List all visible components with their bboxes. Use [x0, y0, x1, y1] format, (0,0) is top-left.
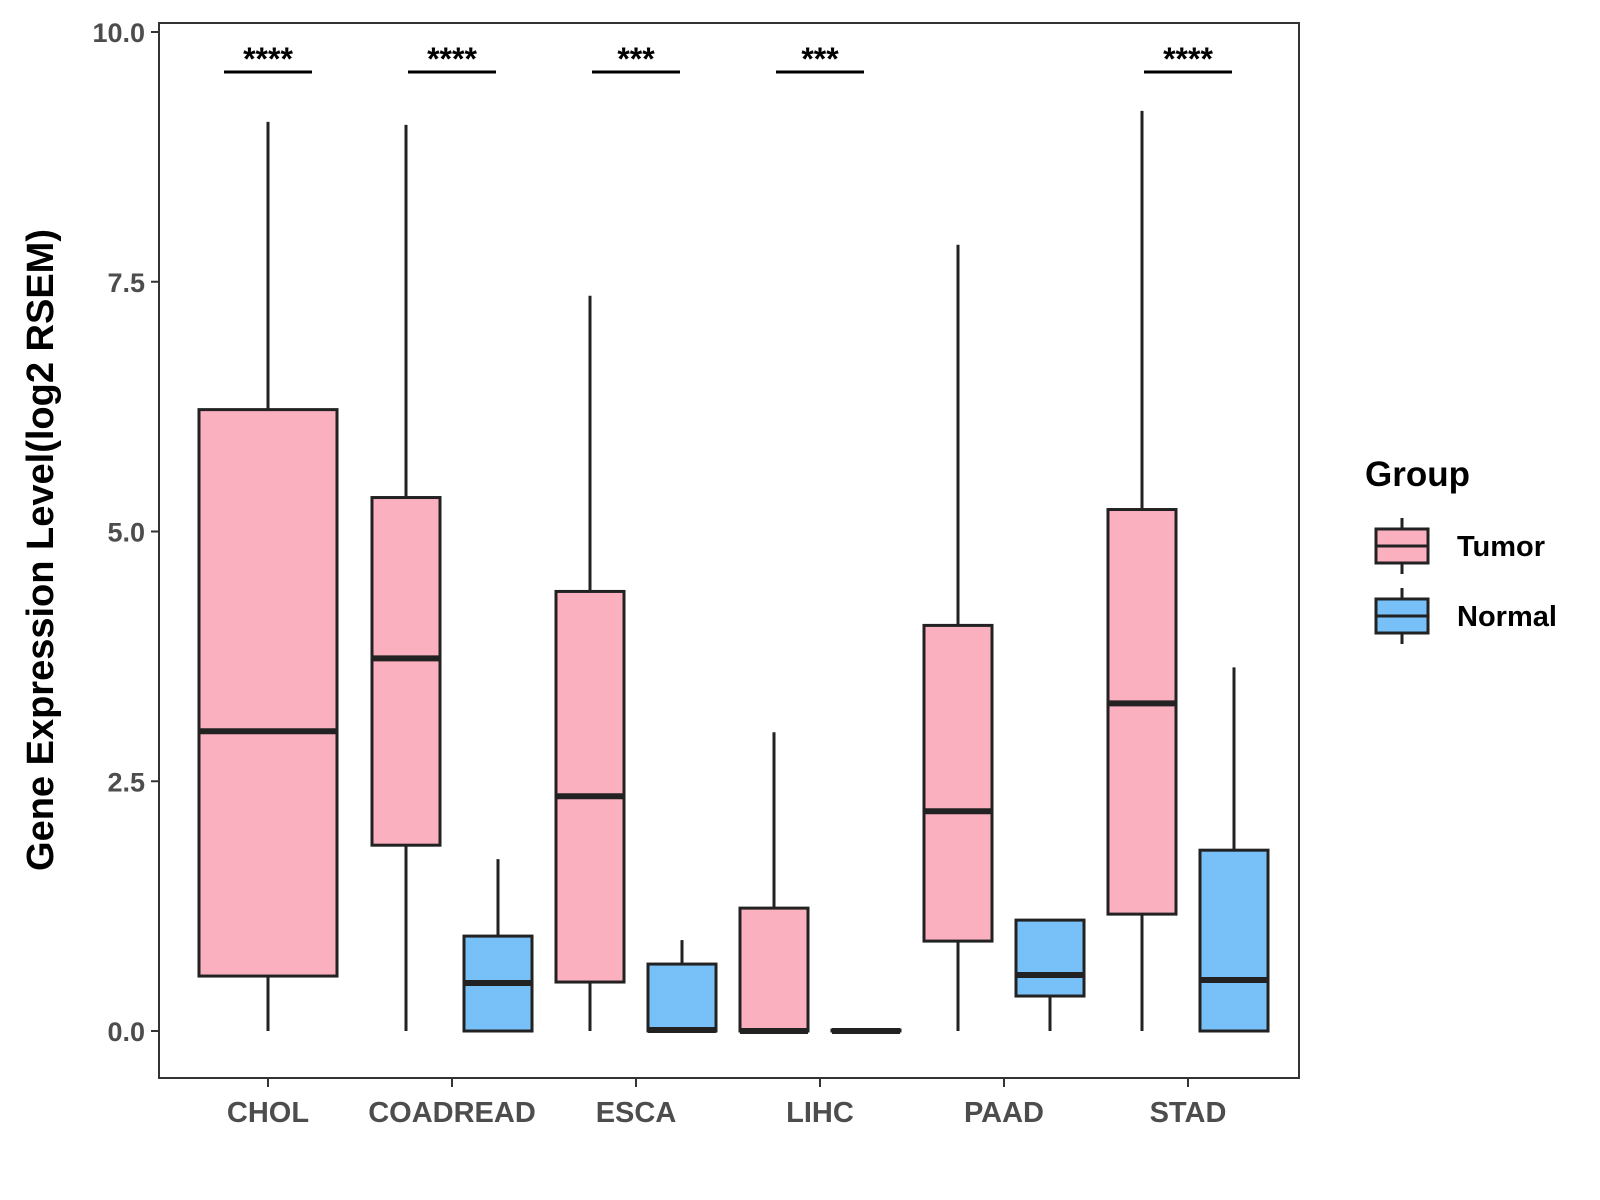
- y-axis: 0.0 2.5 5.0 7.5 10.0: [92, 18, 159, 1047]
- box-tumor-stad: [1106, 110, 1178, 1031]
- box-iqr: [646, 962, 718, 1033]
- box-tumor-esca: [554, 295, 626, 1031]
- box-iqr: [370, 496, 442, 847]
- x-tick-label: PAAD: [964, 1097, 1044, 1129]
- box-tumor-chol: [197, 121, 339, 1031]
- significance-layer: **** **** *** *** ****: [224, 41, 1232, 77]
- x-tick-label: LIHC: [786, 1097, 854, 1129]
- significance-label: ***: [617, 41, 655, 77]
- legend-label: Tumor: [1457, 531, 1545, 563]
- box-normal-esca: [646, 940, 718, 1034]
- y-tick-label: 7.5: [107, 268, 145, 298]
- box-iqr: [1106, 508, 1178, 916]
- box-iqr: [554, 589, 626, 984]
- x-axis: CHOL COADREAD ESCA LIHC PAAD STAD: [227, 1078, 1226, 1129]
- boxes-layer: [197, 110, 1270, 1034]
- legend: Group Tumor Normal: [1365, 455, 1557, 644]
- box-normal-stad: [1198, 667, 1270, 1033]
- x-tick-label: STAD: [1150, 1097, 1227, 1129]
- y-tick-label: 2.5: [107, 767, 145, 797]
- significance-label: ****: [243, 41, 293, 77]
- y-tick-label: 10.0: [92, 18, 145, 48]
- box-normal-coadread: [462, 859, 534, 1033]
- x-tick-label: COADREAD: [368, 1097, 536, 1129]
- box-iqr: [1014, 918, 1086, 998]
- significance-label: ****: [1163, 41, 1213, 77]
- box-iqr: [1198, 848, 1270, 1033]
- x-tick-label: ESCA: [596, 1097, 677, 1129]
- legend-label: Normal: [1457, 601, 1557, 633]
- legend-title: Group: [1365, 455, 1470, 494]
- x-tick-label: CHOL: [227, 1097, 309, 1129]
- significance-label: ****: [427, 41, 477, 77]
- y-tick-label: 0.0: [107, 1017, 145, 1047]
- box-tumor-coadread: [370, 124, 442, 1031]
- legend-item-tumor: Tumor: [1374, 518, 1545, 574]
- y-tick-label: 5.0: [107, 518, 145, 548]
- box-iqr: [197, 408, 339, 978]
- box-normal-lihc: [830, 1028, 902, 1034]
- box-iqr: [738, 906, 810, 1033]
- box-tumor-paad: [922, 244, 994, 1031]
- box-tumor-lihc: [738, 732, 810, 1034]
- box-iqr: [922, 623, 994, 943]
- legend-item-normal: Normal: [1374, 588, 1557, 644]
- y-axis-title: Gene Expression Level(log2 RSEM): [20, 229, 62, 871]
- significance-label: ***: [801, 41, 839, 77]
- box-normal-paad: [1014, 918, 1086, 1031]
